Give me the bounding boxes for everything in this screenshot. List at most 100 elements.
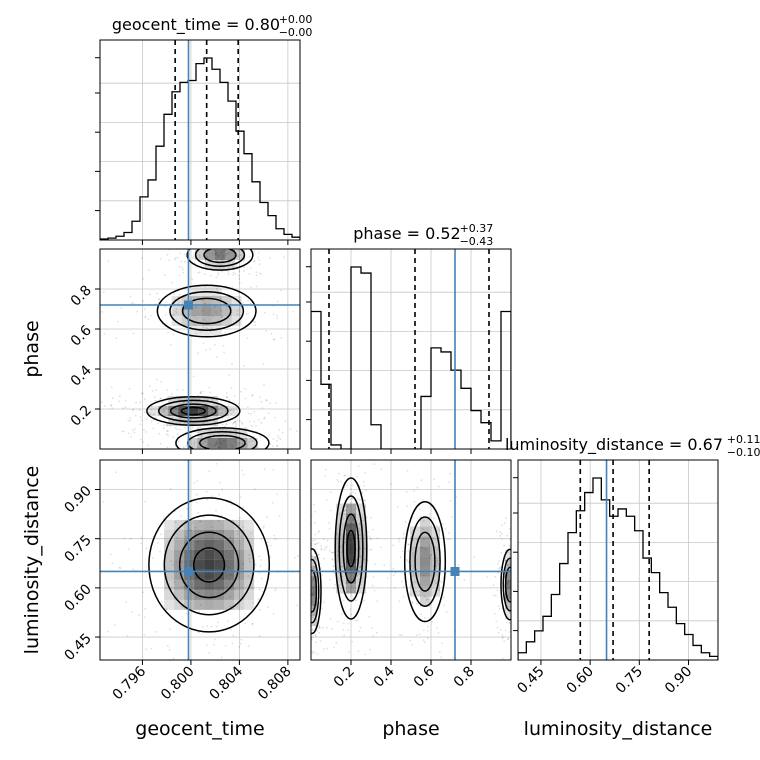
sample-point [242, 526, 245, 529]
sample-point [435, 560, 438, 563]
sample-point [350, 613, 352, 616]
sample-point [424, 548, 427, 551]
sample-point [420, 479, 423, 482]
sample-point [339, 403, 341, 405]
sample-point [325, 468, 327, 471]
sample-point [199, 604, 202, 606]
sample-point [150, 647, 153, 650]
sample-point [372, 576, 375, 578]
sample-point [526, 565, 528, 567]
sample-point [341, 575, 344, 578]
sample-point [431, 537, 434, 539]
sample-point [398, 540, 401, 543]
sample-point [202, 264, 205, 267]
sample-point [197, 247, 199, 249]
histogram-geocent_time [100, 57, 300, 240]
sample-point [358, 572, 361, 575]
sample-point [182, 268, 184, 271]
sample-point [228, 457, 230, 459]
sample-point [278, 437, 280, 439]
sample-point [413, 490, 415, 492]
sample-point [360, 583, 363, 586]
sample-point [303, 566, 305, 568]
density-cell [228, 406, 239, 416]
sample-point [193, 324, 196, 326]
sample-point [201, 422, 204, 424]
sample-point [253, 672, 255, 674]
sample-point [347, 629, 350, 631]
sample-point [422, 538, 425, 541]
contour-line [342, 513, 360, 584]
sample-point [343, 513, 346, 516]
sample-point [321, 607, 323, 610]
sample-point [499, 531, 501, 533]
sample-point [313, 651, 316, 654]
sample-point [507, 595, 509, 597]
sample-point [309, 635, 311, 637]
sample-point [258, 259, 260, 261]
sample-point [213, 306, 216, 309]
sample-point [256, 454, 258, 456]
sample-point [457, 577, 460, 580]
sample-point [308, 665, 310, 667]
sample-point [201, 390, 204, 393]
sample-point [270, 544, 272, 547]
sample-point [222, 530, 225, 532]
sample-point [407, 550, 409, 552]
sample-point [334, 661, 336, 663]
sample-point [306, 608, 308, 610]
sample-point [175, 310, 177, 312]
density-cell [336, 503, 346, 514]
sample-point [321, 562, 323, 564]
sample-point [341, 613, 343, 615]
sample-point [238, 278, 241, 280]
sample-point [244, 397, 247, 400]
sample-point [434, 701, 436, 703]
sample-point [320, 640, 322, 642]
sample-point [205, 453, 207, 455]
density-cell [217, 428, 228, 438]
sample-point [376, 537, 379, 540]
sample-point [126, 634, 129, 637]
sample-point [216, 621, 219, 624]
sample-point [211, 399, 214, 401]
sample-point [122, 407, 124, 410]
sample-point [509, 538, 511, 541]
sample-point [159, 397, 162, 400]
density-panel-geocent_time-phase [95, 247, 301, 459]
sample-point [339, 433, 341, 435]
sample-point [89, 631, 91, 633]
density-cell [201, 296, 212, 306]
sample-point [407, 543, 410, 546]
sample-point [246, 453, 248, 455]
sample-point [423, 616, 426, 619]
density-cell [181, 306, 192, 316]
sample-point [521, 574, 523, 576]
sample-point [132, 429, 134, 432]
sample-point [142, 591, 145, 594]
density-cell [311, 576, 317, 587]
sample-point [172, 436, 175, 439]
sample-point [512, 578, 514, 580]
sample-point [185, 536, 188, 538]
sample-point [370, 538, 372, 540]
sample-point [217, 273, 220, 276]
sample-point [180, 605, 183, 607]
sample-point [452, 656, 454, 659]
contour-line [169, 291, 245, 331]
sample-point [235, 452, 237, 454]
sample-point [349, 608, 352, 611]
sample-point [183, 420, 186, 423]
sample-point [204, 457, 206, 459]
sample-point [200, 435, 203, 437]
density-cell [168, 396, 179, 406]
density-cell [311, 586, 317, 597]
sample-point [182, 446, 185, 448]
sample-point [402, 532, 405, 535]
sample-point [247, 412, 250, 415]
sample-point [251, 394, 253, 397]
sample-point [199, 390, 202, 393]
density-cell [234, 529, 245, 540]
sample-point [493, 612, 496, 615]
sample-point [300, 616, 302, 618]
